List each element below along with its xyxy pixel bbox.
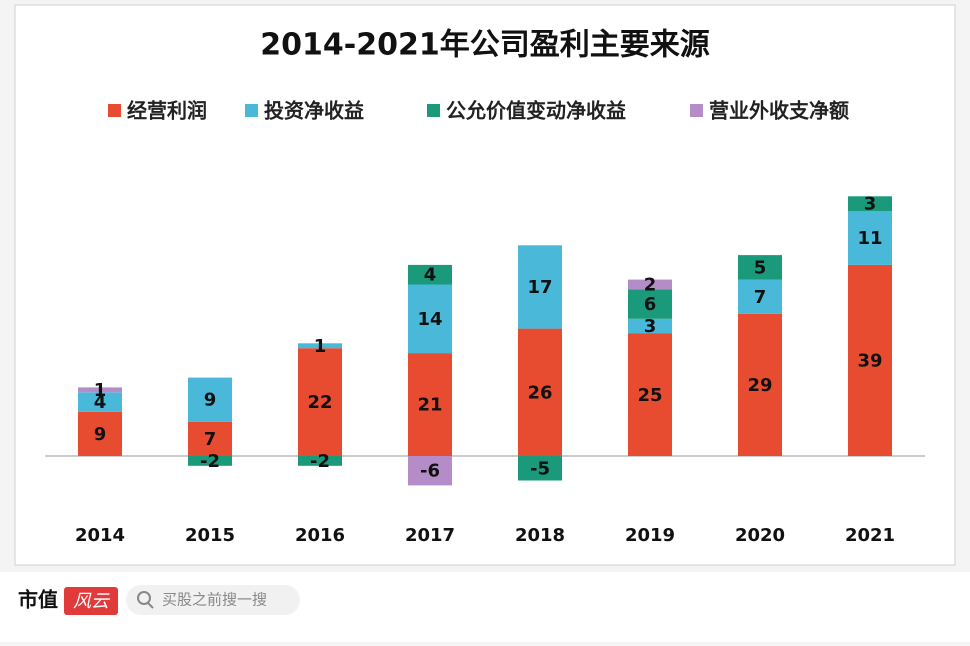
- legend-swatch: [427, 104, 440, 117]
- bar-segment: [298, 343, 342, 349]
- chart-title: 2014-2021年公司盈利主要来源: [260, 28, 709, 63]
- bar-segment: [188, 377, 232, 422]
- legend-swatch: [690, 104, 703, 117]
- bar-segment: [518, 456, 562, 481]
- bar-segment: [738, 279, 782, 314]
- bar-segment: [628, 333, 672, 456]
- data-label: 17: [527, 277, 552, 298]
- legend-label: 投资净收益: [264, 99, 364, 123]
- x-tick-label: 2019: [625, 525, 675, 546]
- search-icon: [137, 591, 151, 605]
- bar-segment: [78, 387, 122, 393]
- bar-segment: [848, 196, 892, 211]
- data-label: 3: [644, 316, 657, 337]
- data-label: 14: [417, 309, 442, 330]
- data-label: -2: [200, 451, 220, 472]
- bar-segment: [518, 245, 562, 329]
- data-label: 1: [314, 336, 327, 357]
- bar-segment: [738, 313, 782, 456]
- data-label: -2: [310, 451, 330, 472]
- data-label: 9: [204, 390, 217, 411]
- search-placeholder: 买股之前搜一搜: [162, 591, 267, 609]
- x-tick-label: 2016: [295, 525, 345, 546]
- legend-label: 营业外收支净额: [709, 99, 849, 123]
- bar-segment: [408, 353, 452, 456]
- bar-segment: [628, 318, 672, 334]
- bar-segment: [848, 264, 892, 456]
- legend-swatch: [245, 104, 258, 117]
- bar-segment: [78, 411, 122, 456]
- data-label: 11: [857, 228, 882, 249]
- bar-segment: [738, 255, 782, 280]
- bar-segment: [298, 456, 342, 466]
- x-tick-label: 2018: [515, 525, 565, 546]
- chart-frame: [14, 4, 956, 566]
- data-label: 2: [644, 275, 657, 296]
- bar-segment: [298, 348, 342, 456]
- x-tick-label: 2017: [405, 525, 455, 546]
- data-label: 7: [204, 429, 217, 450]
- bar-segment: [848, 211, 892, 265]
- data-label: 26: [527, 382, 552, 403]
- bar-segment: [518, 328, 562, 456]
- legend-label: 经营利润: [127, 99, 207, 123]
- bar-segment: [188, 456, 232, 466]
- data-label: 29: [747, 375, 772, 396]
- data-label: 25: [637, 385, 662, 406]
- brand: 市值: [18, 588, 58, 612]
- data-label: 1: [94, 380, 107, 401]
- legend-label: 公允价值变动净收益: [446, 99, 626, 123]
- bar-segment: [628, 289, 672, 319]
- data-label: 7: [754, 287, 767, 308]
- brand: 风云: [73, 591, 111, 612]
- data-label: 21: [417, 395, 442, 416]
- data-label: 4: [94, 392, 107, 413]
- x-tick-label: 2015: [185, 525, 235, 546]
- data-label: 39: [857, 350, 882, 371]
- data-label: 9: [94, 424, 107, 445]
- x-tick-label: 2021: [845, 525, 895, 546]
- search-box[interactable]: [126, 585, 300, 615]
- bar-segment: [628, 279, 672, 290]
- data-label: -5: [530, 458, 550, 479]
- bar-segment: [188, 421, 232, 456]
- data-label: 6: [644, 294, 657, 315]
- data-label: 22: [307, 392, 332, 413]
- bar-segment: [408, 456, 452, 486]
- x-tick-label: 2020: [735, 525, 785, 546]
- legend-swatch: [108, 104, 121, 117]
- data-label: 5: [754, 257, 767, 278]
- bar-segment: [78, 392, 122, 412]
- data-label: 3: [864, 194, 877, 215]
- x-tick-label: 2014: [75, 525, 125, 546]
- bar-segment: [408, 264, 452, 285]
- search-icon: [147, 602, 154, 609]
- data-label: -6: [420, 461, 440, 482]
- brand-badge: [64, 587, 118, 615]
- bar-segment: [408, 284, 452, 354]
- data-label: 4: [424, 265, 437, 286]
